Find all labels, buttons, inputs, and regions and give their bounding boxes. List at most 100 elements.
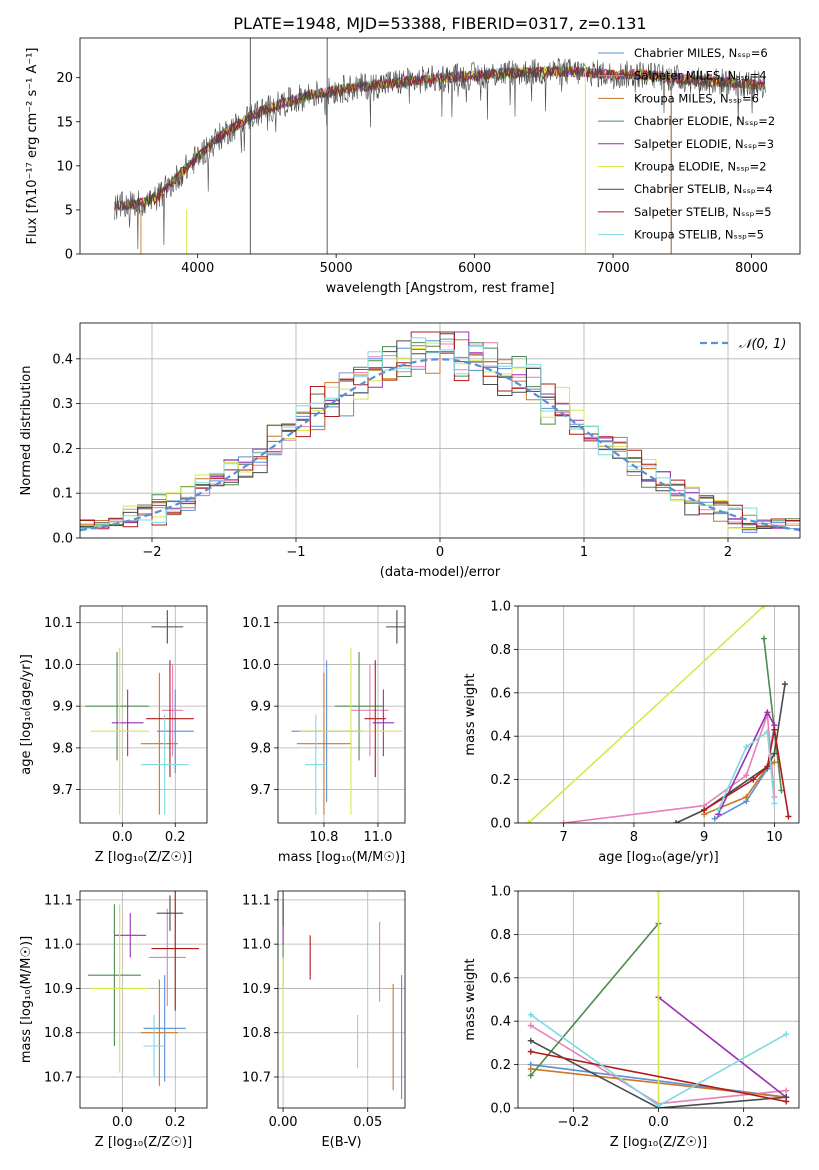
- weight-line-chabrier-elodie: [530, 922, 660, 1077]
- weight-marker: [527, 1037, 534, 1044]
- y-tick-label: 9.9: [250, 700, 271, 715]
- legend-label: 𝒩(0, 1): [739, 337, 786, 352]
- weight-marker: [760, 635, 767, 642]
- errorbar-kroupa-miles: [140, 672, 178, 815]
- legend-label: Chabrier STELIB, Nₛₛₚ=4: [634, 182, 773, 196]
- x-tick-label: 0.05: [353, 1115, 382, 1130]
- x-tick-label: −1: [286, 545, 305, 560]
- legend-label: Salpeter ELODIE, Nₛₛₚ=3: [634, 137, 774, 151]
- weight-marker: [764, 763, 771, 770]
- errorbar-kroupa-elodie: [90, 904, 149, 1073]
- weight-marker: [673, 820, 680, 823]
- y-tick-label: 9.9: [52, 700, 73, 715]
- errorbar-kroupa-stelib: [143, 1015, 165, 1077]
- axes-frame: [517, 605, 800, 824]
- y-tick-label: 10.9: [44, 982, 73, 997]
- y-tick-label: 10.8: [44, 1026, 73, 1041]
- y-tick-label: 0.3: [52, 397, 73, 412]
- axes-frame: [517, 890, 800, 1109]
- weight-marker: [764, 709, 771, 716]
- x-axis-label: Z [log₁₀(Z/Z☉)]: [95, 1135, 192, 1150]
- hist-kroupa-miles: [80, 339, 800, 528]
- y-axis-label: mass [log₁₀(M/M☉)]: [19, 936, 34, 1063]
- panel-massweight-vs-age: 7 8 9 10 0.0 0.2 0.4 0.6 0.8 1.0 age [log₁₀(age/yr…: [463, 600, 800, 865]
- x-tick-label: −0.2: [558, 1115, 590, 1130]
- weight-line-salpeter-stelib: [530, 1050, 787, 1103]
- y-tick-label: 9.8: [250, 741, 271, 756]
- errorbar-chabrier-stelib: [386, 610, 405, 644]
- errorbar-kroupa-stelib: [140, 714, 189, 815]
- y-tick-label: 10: [56, 159, 73, 174]
- plot-area: [80, 891, 207, 1108]
- weight-line-salpeter-miles: [563, 714, 776, 823]
- x-tick-label: 7: [560, 830, 568, 845]
- errorbar-kroupa-elodie: [299, 647, 403, 815]
- x-tick-label: 10: [766, 830, 783, 845]
- errorbar-kroupa-miles: [296, 672, 351, 815]
- plot-area: [278, 891, 405, 1108]
- errorbar-salpeter-miles: [162, 664, 184, 757]
- legend: Chabrier MILES, Nₛₛₚ=6 Salpeter MILES, Nₛ…: [598, 46, 775, 242]
- y-tick-label: 0.6: [490, 971, 511, 986]
- x-tick-label: 9: [700, 830, 708, 845]
- y-tick-label: 10.8: [242, 1026, 271, 1041]
- y-axis-label: mass weight: [463, 958, 478, 1040]
- figure-title: PLATE=1948, MJD=53388, FIBERID=0317, z=0…: [233, 14, 646, 33]
- errorbar-salpeter-stelib: [364, 660, 387, 778]
- weight-marker: [560, 820, 567, 823]
- y-tick-label: 11.1: [242, 893, 271, 908]
- weight-marker: [527, 1048, 534, 1055]
- errorbar-kroupa-elodie: [90, 647, 149, 815]
- plot-area: [80, 323, 800, 538]
- x-tick-label: 0.0: [112, 830, 133, 845]
- x-tick-label: 11.0: [364, 830, 393, 845]
- errorbar-chabrier-elodie: [87, 904, 141, 1046]
- errorbar-kroupa-stelib: [305, 714, 327, 815]
- hist-salpeter-stelib: [80, 331, 800, 529]
- x-tick-label: 0.00: [269, 1115, 298, 1130]
- errorbar-chabrier-stelib: [156, 895, 184, 931]
- weight-marker: [783, 1031, 790, 1038]
- errorbar-salpeter-elodie: [372, 689, 395, 757]
- x-tick-label: 0.0: [648, 1115, 669, 1130]
- weight-marker: [783, 1087, 790, 1094]
- x-axis-label: (data-model)/error: [380, 565, 501, 580]
- y-tick-label: 0: [65, 248, 73, 263]
- spectrum-line-chabrier-stelib: [114, 57, 766, 250]
- y-tick-label: 10.7: [242, 1071, 271, 1086]
- weight-marker: [527, 1065, 534, 1072]
- x-tick-label: 10.8: [309, 830, 338, 845]
- errorbar-salpeter-elodie: [111, 689, 144, 757]
- x-axis-label: Z [log₁₀(Z/Z☉)]: [610, 1135, 707, 1150]
- x-tick-label: 6000: [458, 261, 491, 276]
- axes-frame: [79, 322, 801, 539]
- y-tick-label: 0.4: [490, 730, 511, 745]
- y-tick-label: 1.0: [490, 885, 511, 900]
- y-tick-label: 1.0: [490, 600, 511, 615]
- panel-residuals: −2 −1 0 1 2 0.0 0.1 0.2 0.3 0.4 (data-model)/error…: [19, 322, 801, 580]
- x-tick-label: 8: [630, 830, 638, 845]
- y-tick-label: 11.0: [242, 938, 271, 953]
- x-tick-label: 1: [580, 545, 588, 560]
- x-tick-label: 4000: [181, 261, 214, 276]
- y-tick-label: 0.2: [490, 1058, 511, 1073]
- axes-frame: [79, 890, 208, 1109]
- y-tick-label: 0.4: [490, 1015, 511, 1030]
- x-axis-label: wavelength [Angstrom, rest frame]: [326, 281, 555, 296]
- x-tick-label: 0.2: [733, 1115, 754, 1130]
- y-tick-label: 9.7: [250, 783, 271, 798]
- errorbar-salpeter-stelib: [151, 891, 200, 1011]
- weight-marker: [743, 772, 750, 779]
- weight-marker: [778, 787, 785, 794]
- weight-line-chabrier-elodie: [763, 638, 783, 791]
- y-axis-label: age [log₁₀(age/yr)]: [19, 654, 34, 775]
- weight-marker: [781, 681, 788, 688]
- errorbar-chabrier-elodie: [85, 651, 149, 761]
- y-tick-label: 0.0: [490, 1102, 511, 1117]
- y-tick-label: 10.0: [242, 658, 271, 673]
- hist-kroupa-stelib: [80, 337, 800, 530]
- weight-line-kroupa-elodie: [527, 606, 765, 823]
- y-tick-label: 10.7: [44, 1071, 73, 1086]
- y-tick-label: 0.8: [490, 643, 511, 658]
